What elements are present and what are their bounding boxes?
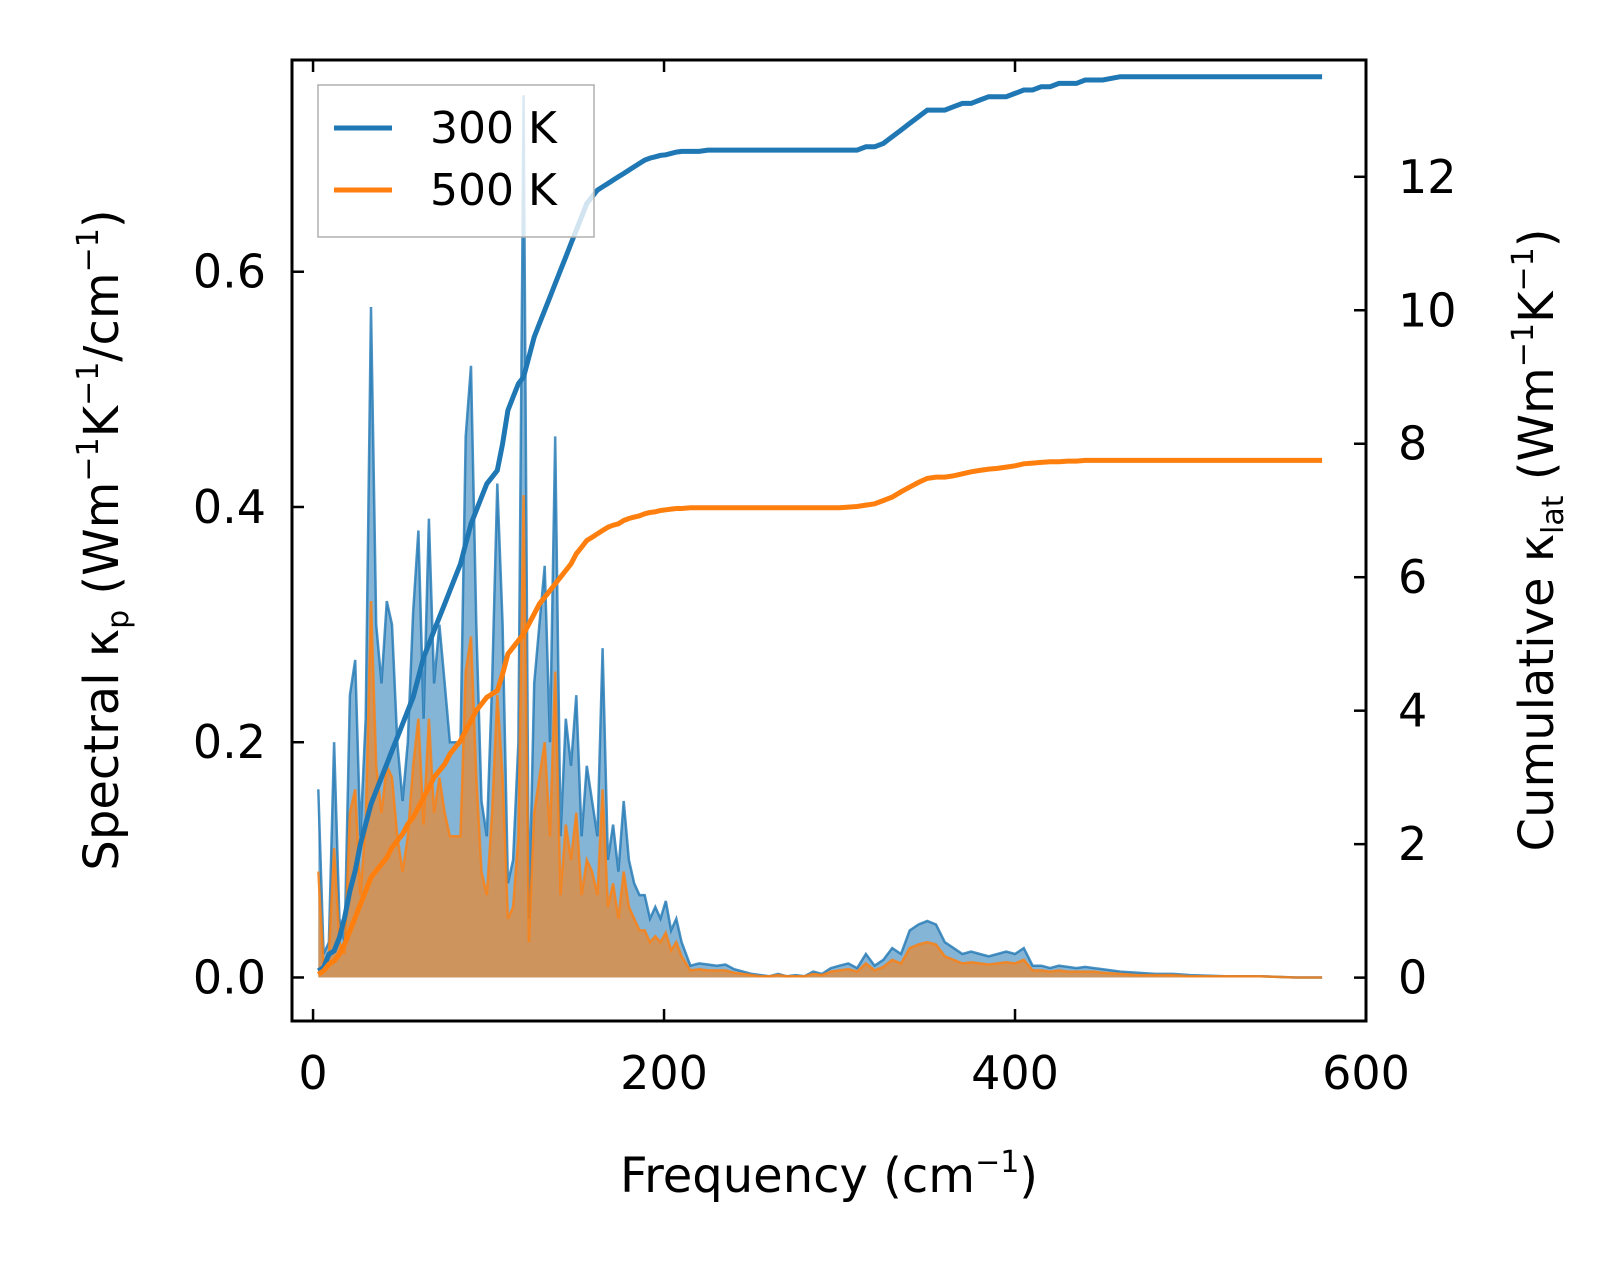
left-y-tick-label: 0.6 (193, 245, 266, 299)
x-tick-label: 200 (620, 1046, 708, 1100)
right-y-axis-ticks: 0 2 4 6 8 10 12 (1354, 150, 1457, 1005)
legend-label-300k: 300 K (430, 103, 558, 154)
right-y-tick-label: 6 (1398, 550, 1427, 604)
cumulative-line-300k (316, 74, 1323, 974)
right-y-tick-label: 2 (1398, 817, 1427, 871)
x-axis-ticks: 0 200 400 600 (298, 60, 1410, 1100)
x-axis-label: Frequency (cm−1) (620, 1145, 1038, 1204)
spectral-outline-300k (317, 95, 1323, 979)
spectral-area-500k (318, 495, 1323, 978)
cumulative-line-500k (316, 457, 1323, 977)
left-y-tick-label: 0.4 (193, 480, 266, 534)
right-y-tick-label: 10 (1398, 283, 1457, 337)
right-y-axis-label: Cumulative κlat (Wm−1K−1) (1506, 229, 1571, 852)
x-tick-label: 400 (971, 1046, 1059, 1100)
legend: 300 K 500 K (317, 84, 595, 238)
x-tick-label: 600 (1322, 1046, 1410, 1100)
series-line-layer (316, 74, 1323, 977)
left-y-tick-label: 0.0 (193, 950, 266, 1004)
left-y-axis-ticks: 0.0 0.2 0.4 0.6 (193, 245, 304, 1004)
legend-label-500k: 500 K (430, 165, 558, 216)
left-y-tick-label: 0.2 (193, 715, 266, 769)
spectral-outline-500k (317, 495, 1323, 979)
x-tick-label: 0 (298, 1046, 327, 1100)
plot-frame (290, 58, 1368, 1023)
right-y-tick-label: 12 (1398, 150, 1457, 204)
spectral-fill-layer (317, 95, 1323, 979)
right-y-tick-label: 8 (1398, 417, 1427, 471)
right-y-tick-label: 4 (1398, 684, 1427, 738)
right-y-tick-label: 0 (1398, 951, 1427, 1005)
legend-box (317, 84, 595, 238)
left-y-axis-label: Spectral κp (Wm−1K−1/cm−1) (71, 209, 136, 870)
